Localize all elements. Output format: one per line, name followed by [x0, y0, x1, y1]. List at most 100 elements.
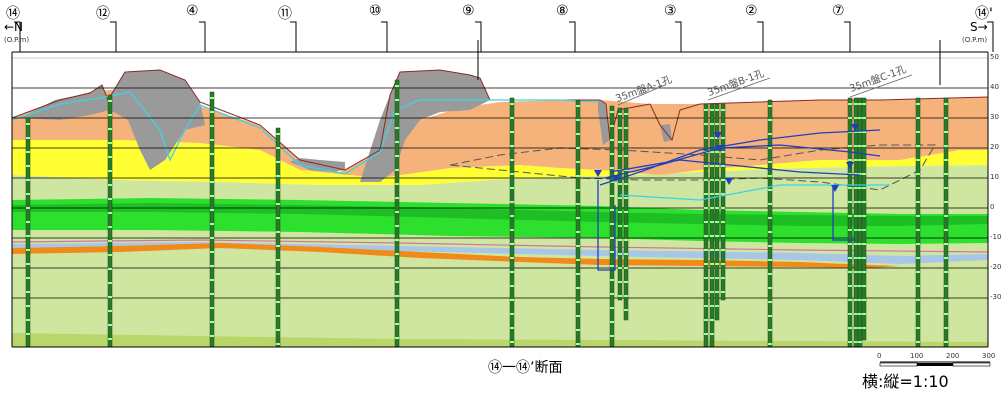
borehole-column	[623, 107, 629, 321]
borehole-column	[943, 97, 949, 348]
scale-tick-0: 0	[877, 352, 882, 360]
elevation-tick-label: -10	[990, 233, 1001, 241]
bottom-olive-stratum	[12, 333, 988, 347]
gray-rock-central	[360, 70, 490, 182]
marker-14-prime: ⑭'	[975, 6, 993, 22]
elevation-tick-label: 30	[990, 113, 999, 121]
water-marker	[831, 185, 839, 192]
borehole-column	[617, 107, 623, 301]
elevation-tick-label: -20	[990, 263, 1001, 271]
groundwater-riser-a	[597, 180, 616, 271]
elevation-tick-label: 50	[990, 53, 999, 61]
borehole-column	[107, 94, 113, 348]
elevation-tick-label: 10	[990, 173, 999, 181]
water-marker	[851, 124, 859, 131]
borehole-column	[609, 105, 615, 348]
scale-segment	[917, 363, 953, 366]
groundwater-riser-b	[832, 185, 856, 241]
pink-boundary	[11, 239, 989, 253]
water-marker	[594, 170, 602, 177]
marker-11: ⑪	[278, 6, 292, 22]
strata-layers	[11, 70, 989, 347]
borehole-column	[853, 97, 859, 348]
section-marker-tick	[675, 21, 682, 52]
leader-b	[707, 77, 771, 101]
elevation-tick-label: 0	[990, 203, 995, 211]
borehole-column	[509, 97, 515, 348]
groundwater-line-a	[599, 129, 881, 186]
water-marker	[846, 162, 854, 169]
leader-c	[849, 74, 913, 98]
water-marker	[714, 132, 722, 139]
borehole-column	[861, 97, 867, 341]
scale-ratio: 横:縦=1:10	[862, 372, 949, 391]
groundwater-lines	[597, 129, 890, 271]
marker-10: ⑩	[369, 3, 382, 19]
water-level-markers	[594, 124, 859, 192]
borehole-columns	[25, 79, 949, 348]
groundwater-line-c	[609, 159, 861, 176]
groundwater-line-b	[604, 144, 881, 179]
elevation-grid	[12, 57, 988, 299]
borehole-column	[275, 127, 281, 348]
water-marker	[716, 145, 724, 152]
borehole-column	[720, 103, 726, 301]
section-marker-tick	[290, 21, 297, 52]
marker-3: ③	[664, 3, 677, 19]
gray-rock-south	[598, 100, 610, 145]
marker-9: ⑨	[462, 3, 475, 19]
section-caption: ⑭一⑭’断面	[488, 360, 563, 376]
marker-4: ④	[186, 3, 199, 19]
section-marker-tick	[110, 21, 117, 52]
scale-bar	[879, 361, 991, 367]
right-axis-unit: (O.P.m)	[962, 36, 988, 44]
marker-12: ⑫	[96, 6, 110, 22]
elevation-tick-label: 20	[990, 143, 999, 151]
gray-rock-valley	[290, 158, 345, 172]
borehole-column	[575, 99, 581, 348]
section-marker-tick	[381, 21, 388, 52]
elevation-tick-label: 40	[990, 83, 999, 91]
section-marker-tick	[757, 21, 764, 52]
leader-a	[617, 84, 666, 106]
left-axis-unit: (O.P.m)	[4, 36, 30, 44]
deep-orange-stratum	[12, 243, 900, 268]
gray-rock-north	[20, 70, 205, 170]
scale-segment	[879, 362, 918, 367]
scale-segment	[952, 362, 991, 367]
marker-2: ②	[745, 3, 758, 19]
section-marker-tick	[844, 21, 851, 52]
borehole-column	[767, 99, 773, 348]
section-marker-tick	[475, 21, 482, 52]
borehole-column	[915, 97, 921, 348]
scale-tick-100: 100	[910, 352, 924, 360]
ground-surface	[11, 69, 989, 171]
section-marker-ticks	[14, 21, 994, 52]
scale-tick-200: 200	[946, 352, 960, 360]
marker-8: ⑧	[556, 3, 569, 19]
borehole-column	[714, 103, 720, 321]
dark-green-stratum	[12, 203, 988, 226]
orange-stratum	[12, 88, 988, 178]
borehole-column	[709, 103, 715, 348]
elevation-tick-label: -30	[990, 293, 1001, 301]
north-arrow: ←N	[4, 20, 24, 34]
section-marker-tick	[14, 21, 21, 52]
water-marker	[612, 175, 620, 182]
section-marker-tick	[199, 21, 206, 52]
borehole-column	[847, 97, 853, 348]
cyan-water-line	[619, 184, 890, 201]
marker-7: ⑦	[832, 3, 845, 19]
borehole-column	[857, 97, 863, 348]
marker-14: ⑭	[6, 6, 20, 22]
south-arrow: S→	[970, 20, 988, 34]
water-marker	[725, 178, 733, 185]
borehole-column	[394, 79, 400, 348]
section-marker-tick	[987, 21, 994, 52]
scale-tick-300: 300	[982, 352, 996, 360]
yellow-stratum	[12, 140, 988, 185]
section-marker-tick	[569, 21, 576, 52]
borehole-column	[703, 103, 709, 348]
